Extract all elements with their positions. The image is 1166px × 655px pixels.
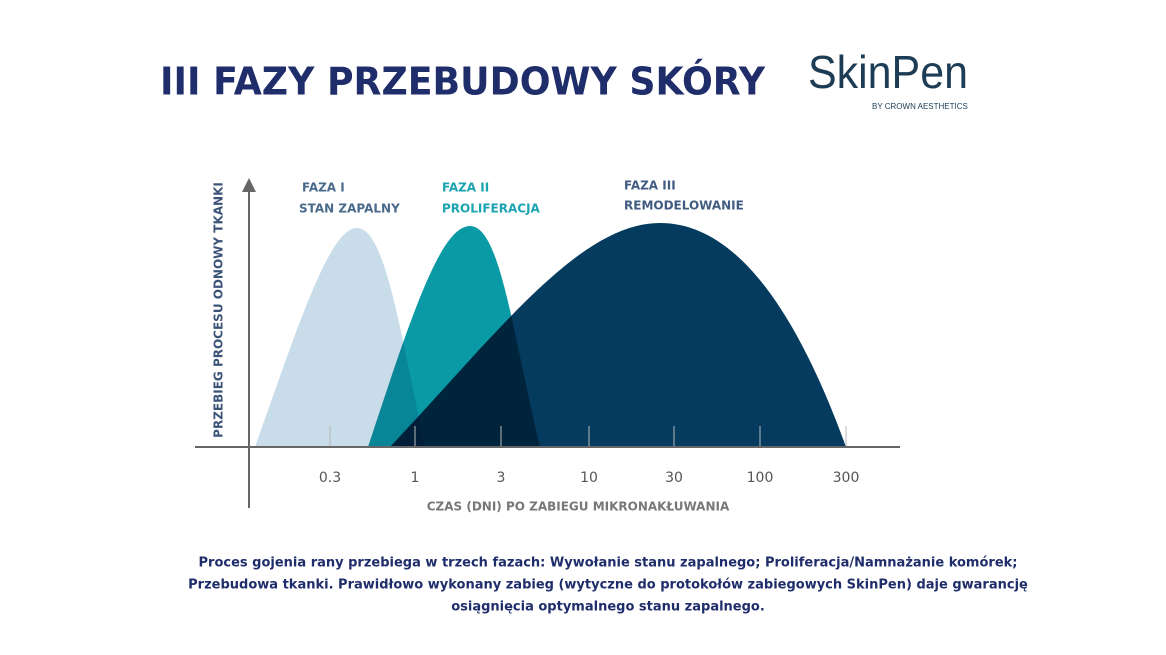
x-tick-label: 100	[747, 470, 774, 486]
phase-label: STAN ZAPALNY	[299, 202, 400, 216]
x-tick-label: 30	[665, 470, 683, 486]
x-tick-label: 3	[497, 470, 506, 486]
phase-name: FAZA II	[442, 181, 489, 195]
curves	[255, 223, 846, 447]
caption-line: Przebudowa tkanki. Prawidłowo wykonany z…	[188, 578, 1028, 593]
x-tick-label: 300	[833, 470, 860, 486]
y-axis-arrow	[242, 178, 256, 192]
phase-name: FAZA III	[624, 179, 676, 193]
y-axis-label: PRZEBIEG PROCESU ODNOWY TKANKI	[212, 182, 226, 438]
tick-lines	[329, 426, 847, 447]
phase-name: FAZA I	[302, 181, 345, 195]
x-axis-label: CZAS (DNI) PO ZABIEGU MIKRONAKŁUWANIA	[427, 500, 730, 514]
logo-tagline: BY CROWN AESTHETICS	[872, 102, 968, 111]
caption-line: Proces gojenia rany przebiega w trzech f…	[199, 556, 1018, 571]
x-tick-label: 10	[580, 470, 598, 486]
title: III FAZY PRZEBUDOWY SKÓRY	[160, 60, 765, 104]
phase-label: REMODELOWANIE	[624, 199, 744, 213]
logo: SkinPen	[808, 46, 968, 98]
x-tick-label: 0.3	[319, 470, 341, 486]
phase-3-curve	[390, 223, 846, 447]
phase-label: PROLIFERACJA	[442, 202, 541, 216]
x-tick-label: 1	[411, 470, 420, 486]
phase-1-curve	[255, 228, 425, 447]
caption-line: osiągnięcia optymalnego stanu zapalnego.	[451, 600, 765, 615]
